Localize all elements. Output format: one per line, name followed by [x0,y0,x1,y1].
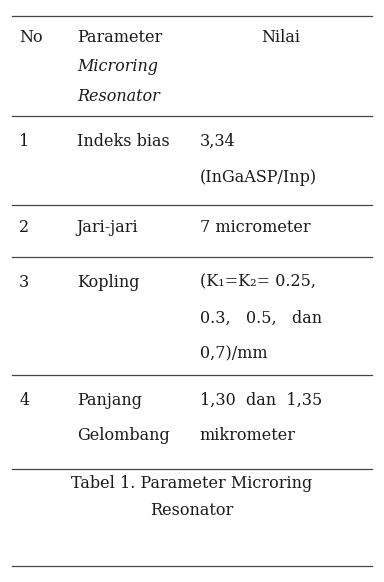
Text: 2: 2 [19,219,29,236]
Text: Tabel 1. Parameter Microring
Resonator: Tabel 1. Parameter Microring Resonator [71,475,313,519]
Text: Panjang: Panjang [77,392,142,409]
Text: (InGaASP/Inp): (InGaASP/Inp) [200,169,317,186]
Text: Indeks bias: Indeks bias [77,133,170,150]
Text: 0,7)/mm: 0,7)/mm [200,346,267,363]
Text: Jari-jari: Jari-jari [77,219,138,236]
Text: No: No [19,29,43,46]
Text: Resonator: Resonator [77,88,159,105]
Text: Kopling: Kopling [77,274,139,290]
Text: 1,30  dan  1,35: 1,30 dan 1,35 [200,392,322,409]
Text: 3: 3 [19,274,30,290]
Text: Gelombang: Gelombang [77,427,170,443]
Text: mikrometer: mikrometer [200,427,296,443]
Text: 0.3,   0.5,   dan: 0.3, 0.5, dan [200,310,322,327]
Text: Nilai: Nilai [261,29,300,46]
Text: Microring: Microring [77,58,158,75]
Text: (K₁=K₂= 0.25,: (K₁=K₂= 0.25, [200,274,316,290]
Text: 3,34: 3,34 [200,133,235,150]
Text: Parameter: Parameter [77,29,162,46]
Text: 7 micrometer: 7 micrometer [200,219,310,236]
Text: 4: 4 [19,392,29,409]
Text: 1: 1 [19,133,30,150]
